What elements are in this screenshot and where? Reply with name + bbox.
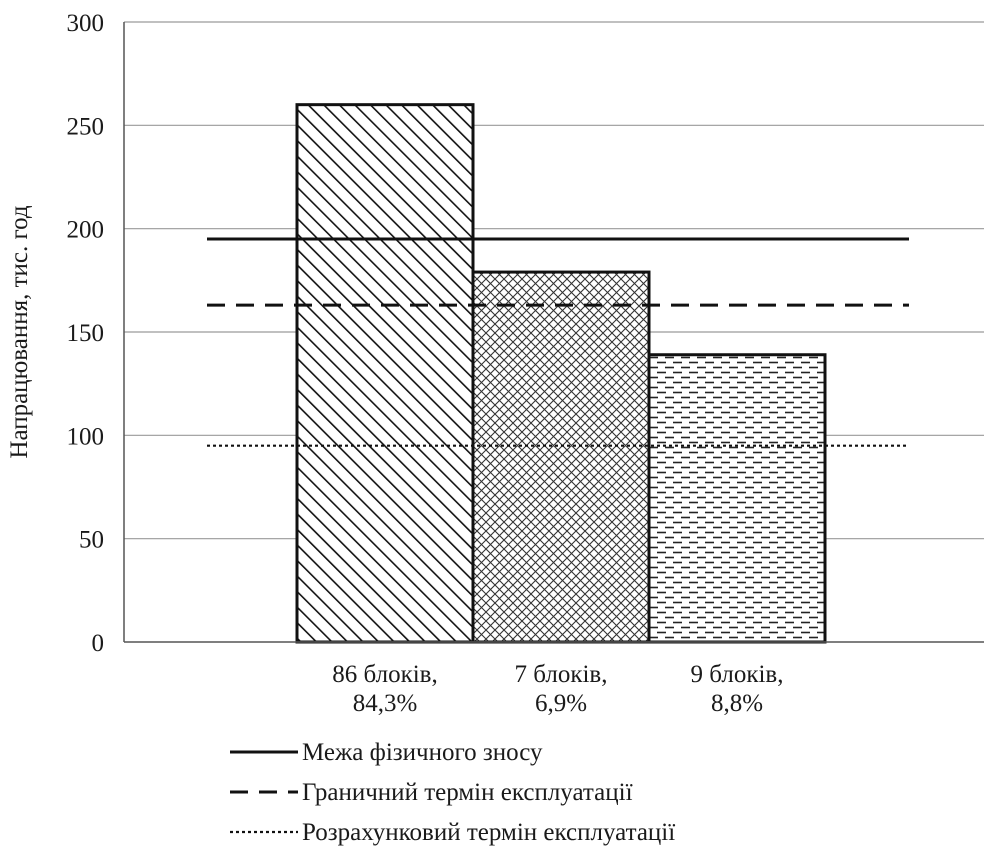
x-category-label: 7 блоків, (515, 661, 608, 688)
y-axis-label: Напрацювання, тис. год (6, 205, 33, 458)
axes (123, 22, 984, 643)
legend-label: Межа фізичного зносу (302, 739, 543, 766)
y-tick-label: 100 (67, 423, 105, 450)
x-category-label: 6,9% (535, 690, 587, 717)
bar-2 (471, 270, 651, 644)
bar-3 (647, 353, 827, 644)
y-tick-label: 200 (67, 217, 105, 244)
legend-label: Граничний термін експлуатації (302, 779, 633, 806)
bar-1 (295, 103, 475, 644)
x-category-label: 8,8% (711, 690, 763, 717)
bars (295, 103, 827, 644)
x-category-label: 9 блоків, (691, 661, 784, 688)
y-tick-label: 50 (79, 527, 104, 554)
x-category-labels: 86 блоків,84,3% 7 блоків,6,9% 9 блоків,8,8… (332, 661, 783, 717)
y-tick-label: 250 (67, 113, 105, 140)
reference-lines-front (207, 237, 909, 447)
y-tick-label: 300 (67, 10, 105, 37)
x-category-label: 84,3% (353, 690, 418, 717)
y-tick-labels: 0 50 100 150 200 250 300 (67, 10, 105, 657)
legend: Межа фізичного зносу Граничний термін екс… (230, 739, 675, 846)
y-tick-label: 0 (92, 630, 105, 657)
legend-label: Розрахунковий термін експлуатації (302, 819, 675, 846)
y-tick-label: 150 (67, 320, 105, 347)
x-category-label: 86 блоків, (332, 661, 437, 688)
